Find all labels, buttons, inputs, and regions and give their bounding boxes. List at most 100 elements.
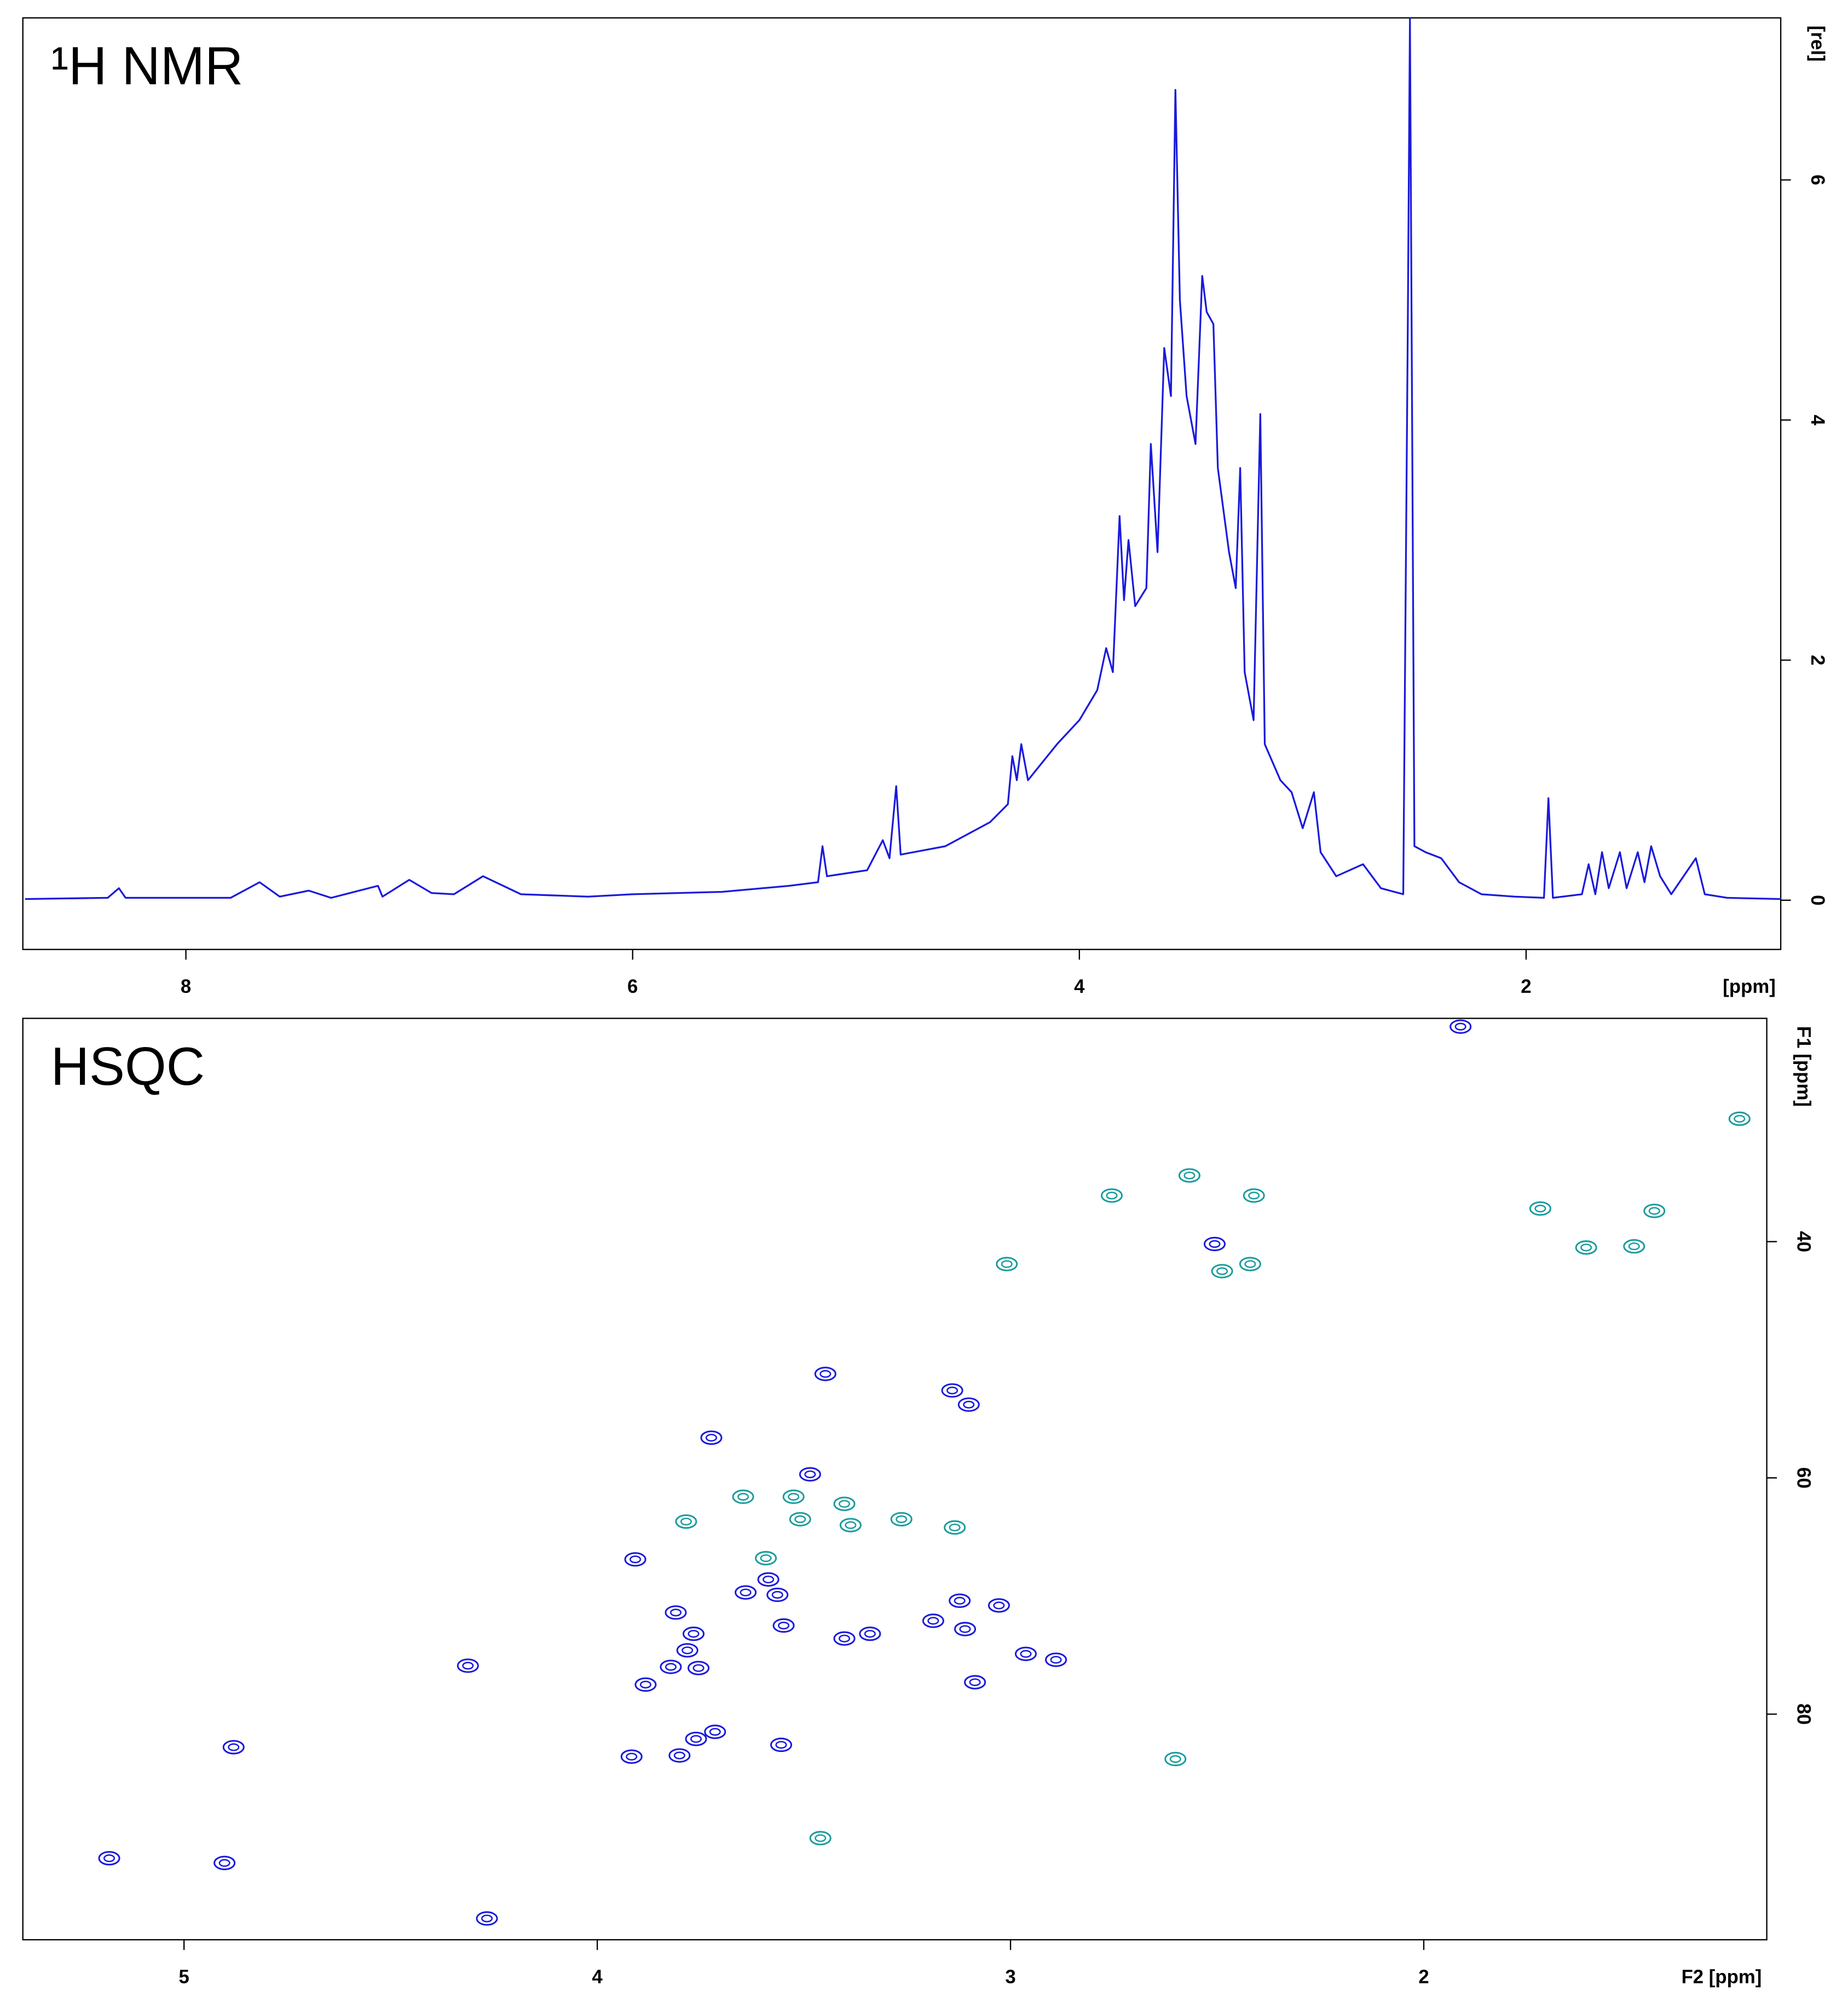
x-tick-label: 2 bbox=[1521, 976, 1531, 997]
peak-contour-inner bbox=[771, 1591, 783, 1599]
x-tick-label: 5 bbox=[178, 1966, 189, 1987]
peak-contour-inner bbox=[218, 1859, 230, 1867]
peak-contour-inner bbox=[680, 1517, 692, 1526]
peak-contour bbox=[1203, 1236, 1226, 1252]
peak-contour-inner bbox=[763, 1575, 775, 1583]
peak-contour bbox=[944, 1520, 966, 1535]
peak-contour-inner bbox=[760, 1554, 772, 1563]
peak-contour-inner bbox=[1244, 1260, 1256, 1268]
peak-contour bbox=[770, 1737, 793, 1753]
peak-contour-inner bbox=[709, 1728, 721, 1736]
peak-contour bbox=[1575, 1240, 1597, 1255]
peak-contour bbox=[688, 1661, 710, 1675]
peak-contour-inner bbox=[969, 1678, 981, 1686]
x-axis-label: F2 [ppm] bbox=[1682, 1966, 1762, 1987]
peak-contour bbox=[996, 1257, 1018, 1271]
peak-contour bbox=[732, 1489, 754, 1504]
peak-contour-inner bbox=[946, 1386, 958, 1395]
x-tick-label: 2 bbox=[1418, 1966, 1429, 1987]
peak-contour bbox=[922, 1613, 944, 1628]
peak-contour-inner bbox=[993, 1601, 1005, 1610]
peak-contour bbox=[772, 1618, 795, 1633]
peak-contour-inner bbox=[839, 1500, 851, 1508]
y-tick-label: 80 bbox=[1793, 1703, 1814, 1725]
peak-contour-inner bbox=[927, 1617, 939, 1625]
peak-contour bbox=[1045, 1652, 1067, 1667]
peak-contour bbox=[957, 1397, 980, 1412]
peak-contour bbox=[1728, 1111, 1751, 1126]
peak-contour bbox=[809, 1831, 831, 1846]
peak-contour bbox=[1243, 1188, 1265, 1203]
peak-contour bbox=[782, 1489, 805, 1504]
x-axis-label: [ppm] bbox=[1723, 976, 1776, 997]
peak-contour bbox=[222, 1740, 245, 1755]
peak-contour-inner bbox=[669, 1609, 682, 1617]
peak-contour-inner bbox=[819, 1370, 831, 1378]
peak-contour-inner bbox=[1050, 1656, 1062, 1664]
peak-contour bbox=[949, 1593, 971, 1608]
peak-contour-inner bbox=[1209, 1240, 1221, 1248]
peak-contour-inner bbox=[839, 1634, 851, 1643]
peak-contour-inner bbox=[864, 1629, 876, 1638]
peak-contour bbox=[213, 1855, 236, 1870]
peak-contour-inner bbox=[665, 1663, 677, 1671]
peak-contour bbox=[1178, 1168, 1201, 1183]
peak-contour bbox=[814, 1367, 836, 1381]
peak-contour-inner bbox=[740, 1588, 752, 1597]
peak-contour bbox=[668, 1748, 691, 1763]
peak-contour bbox=[735, 1585, 757, 1600]
peak-contour bbox=[676, 1643, 698, 1658]
peak-contour-inner bbox=[959, 1625, 971, 1633]
peak-contour bbox=[859, 1626, 881, 1641]
peak-contour bbox=[704, 1725, 726, 1739]
peak-contour bbox=[634, 1677, 657, 1692]
peak-contour-inner bbox=[673, 1751, 685, 1760]
peak-contour-inner bbox=[1534, 1205, 1546, 1213]
peak-contour bbox=[941, 1383, 963, 1398]
peak-contour bbox=[98, 1850, 120, 1866]
peak-contour bbox=[1529, 1201, 1551, 1216]
peak-contour bbox=[1623, 1239, 1645, 1254]
y-tick-label: 2 bbox=[1807, 655, 1828, 665]
y-tick-label: 60 bbox=[1793, 1467, 1814, 1489]
peak-contour bbox=[1211, 1264, 1233, 1279]
peak-contour bbox=[1014, 1646, 1037, 1661]
peak-contour-inner bbox=[896, 1515, 908, 1523]
peak-contour bbox=[685, 1732, 707, 1746]
peak-contour-inner bbox=[788, 1493, 800, 1501]
peak-contour-inner bbox=[1248, 1192, 1260, 1200]
peak-contour bbox=[890, 1512, 913, 1526]
peak-contour-inner bbox=[630, 1555, 642, 1564]
peak-contour bbox=[1100, 1188, 1123, 1203]
peak-contour bbox=[660, 1659, 682, 1674]
y-axis-label: [rel] bbox=[1807, 26, 1828, 62]
peak-contour-inner bbox=[481, 1915, 493, 1923]
peak-contour-inner bbox=[1734, 1114, 1746, 1123]
peak-contour bbox=[675, 1514, 697, 1529]
peak-contour-inner bbox=[688, 1629, 700, 1638]
peak-contour-inner bbox=[1216, 1267, 1228, 1275]
chart-title: ¹H NMR bbox=[51, 36, 244, 96]
peak-contour bbox=[476, 1911, 498, 1926]
y-tick-label: 4 bbox=[1807, 415, 1828, 426]
peak-contour bbox=[1239, 1257, 1261, 1271]
peak-contour bbox=[624, 1552, 646, 1567]
peak-contour-inner bbox=[778, 1621, 790, 1630]
peak-contour bbox=[757, 1572, 779, 1587]
x-tick-label: 4 bbox=[1074, 976, 1085, 997]
chart-title: HSQC bbox=[51, 1037, 205, 1096]
y-tick-label: 40 bbox=[1793, 1231, 1814, 1252]
peak-contour bbox=[799, 1467, 821, 1482]
peak-contour bbox=[1449, 1019, 1472, 1034]
peak-contour-inner bbox=[639, 1680, 651, 1689]
peak-contour-inner bbox=[963, 1401, 975, 1409]
peak-contour bbox=[954, 1622, 977, 1636]
peak-contour bbox=[964, 1675, 986, 1690]
peak-contour-inner bbox=[845, 1521, 857, 1529]
x-tick-label: 8 bbox=[181, 976, 191, 997]
peak-contour bbox=[1643, 1204, 1666, 1218]
peak-contour bbox=[700, 1430, 723, 1445]
peak-contour-inner bbox=[1628, 1242, 1640, 1251]
peak-contour bbox=[987, 1598, 1010, 1613]
